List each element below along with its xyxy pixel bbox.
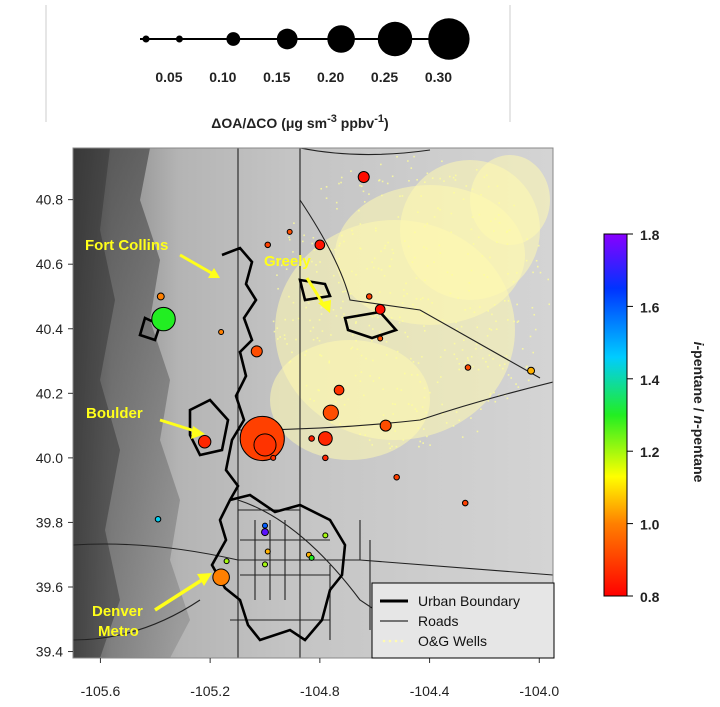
y-tick-label: 40.6: [36, 256, 63, 272]
data-point: [261, 528, 269, 537]
data-point: [365, 293, 373, 300]
data-point: [151, 306, 176, 332]
data-point: [250, 345, 263, 358]
x-tick-label: -104.0: [519, 683, 559, 699]
size-legend-title: ΔOA/ΔCO (μg sm-3 ppbv-1): [211, 113, 388, 131]
data-point: [286, 228, 293, 235]
data-point: [262, 561, 268, 568]
data-point: [308, 435, 315, 442]
data-point: [379, 419, 392, 432]
data-point: [317, 431, 333, 446]
data-point: [322, 454, 329, 462]
data-point: [393, 473, 400, 481]
y-tick-label: 40.2: [36, 385, 63, 401]
size-legend-label: 0.05: [155, 69, 182, 85]
size-legend-label: 0.10: [209, 69, 236, 85]
x-tick-label: -104.4: [410, 683, 450, 699]
x-tick-label: -105.2: [190, 683, 230, 699]
legend-roads: Roads: [418, 613, 458, 629]
data-point: [262, 522, 268, 529]
data-point: [218, 328, 225, 335]
y-tick-label: 40.8: [36, 192, 63, 208]
y-tick-label: 39.8: [36, 514, 63, 530]
data-point: [264, 241, 272, 249]
y-axis: 39.4 39.6 39.8 40.0 40.2 40.4 40.6 40.8: [36, 192, 73, 660]
data-point: [212, 568, 230, 587]
y-tick-label: 39.4: [36, 644, 63, 660]
data-point: [197, 435, 212, 449]
data-point: [527, 366, 536, 375]
x-tick-label: -105.6: [81, 683, 121, 699]
size-legend-dot: [377, 21, 413, 57]
size-legend-dot: [175, 35, 183, 43]
size-legend-label: 0.30: [425, 69, 452, 85]
x-tick-label: -104.8: [300, 683, 340, 699]
colorbar-tick-label: 1.0: [640, 517, 660, 533]
colorbar-tick-label: 0.8: [640, 589, 660, 605]
size-legend-label: 0.20: [317, 69, 344, 85]
data-point: [156, 292, 165, 301]
size-legend-dot: [276, 28, 298, 50]
data-point: [154, 515, 162, 523]
size-legend-label: 0.25: [371, 69, 398, 85]
y-tick-label: 40.4: [36, 321, 63, 337]
data-point: [322, 404, 339, 421]
size-legend-dot-min: [142, 35, 150, 43]
colorbar-tick-label: 1.4: [640, 372, 660, 388]
data-point: [322, 532, 329, 539]
legend-og-wells: O&G Wells: [418, 633, 487, 649]
size-legend-label: 0.15: [263, 69, 290, 85]
size-legend-dot: [327, 25, 355, 53]
data-point: [223, 558, 230, 565]
y-tick-label: 39.6: [36, 579, 63, 595]
data-point: [374, 304, 386, 315]
colorbar-tick-label: 1.2: [640, 444, 660, 460]
colorbar-tick-label: 1.6: [640, 299, 660, 315]
size-legend: 0.05 0.10 0.15 0.20 0.25 0.30 ΔOA/ΔCO (μg sm-…: [45, 5, 511, 131]
data-point: [461, 499, 469, 507]
data-point: [314, 239, 326, 251]
data-point: [464, 364, 472, 371]
colorbar-label: i-pentane / n-pentane: [691, 342, 707, 483]
data-point: [357, 171, 370, 184]
map-panel: [73, 148, 553, 658]
data-point: [308, 554, 315, 561]
data-point: [253, 433, 277, 457]
annotation-boulder: Boulder: [86, 405, 143, 422]
data-point: [270, 454, 277, 461]
data-points: [151, 171, 536, 587]
x-axis: -105.6 -105.2 -104.8 -104.4 -104.0: [81, 658, 559, 699]
data-point: [333, 384, 345, 396]
size-legend-dot: [226, 32, 241, 46]
annotation-greely: Greely: [264, 253, 311, 270]
y-tick-label: 40.0: [36, 450, 63, 466]
legend-urban-boundary: Urban Boundary: [418, 593, 520, 609]
size-legend-dot: [428, 18, 470, 60]
colorbar: 0.8 1.0 1.2 1.4 1.6 1.8 i-pentane / n-pentane: [603, 227, 707, 605]
data-point: [377, 335, 384, 342]
city-annotations: Fort Collins Greely Boulder Denver Metro: [85, 237, 331, 640]
map-legend: Urban Boundary Roads O&G Wells: [371, 582, 555, 659]
annotation-denver: Denver: [92, 603, 143, 620]
annotation-fort-collins: Fort Collins: [85, 237, 168, 254]
data-point: [264, 548, 271, 555]
colorbar-tick-label: 1.8: [640, 227, 660, 243]
annotation-metro: Metro: [98, 623, 139, 640]
